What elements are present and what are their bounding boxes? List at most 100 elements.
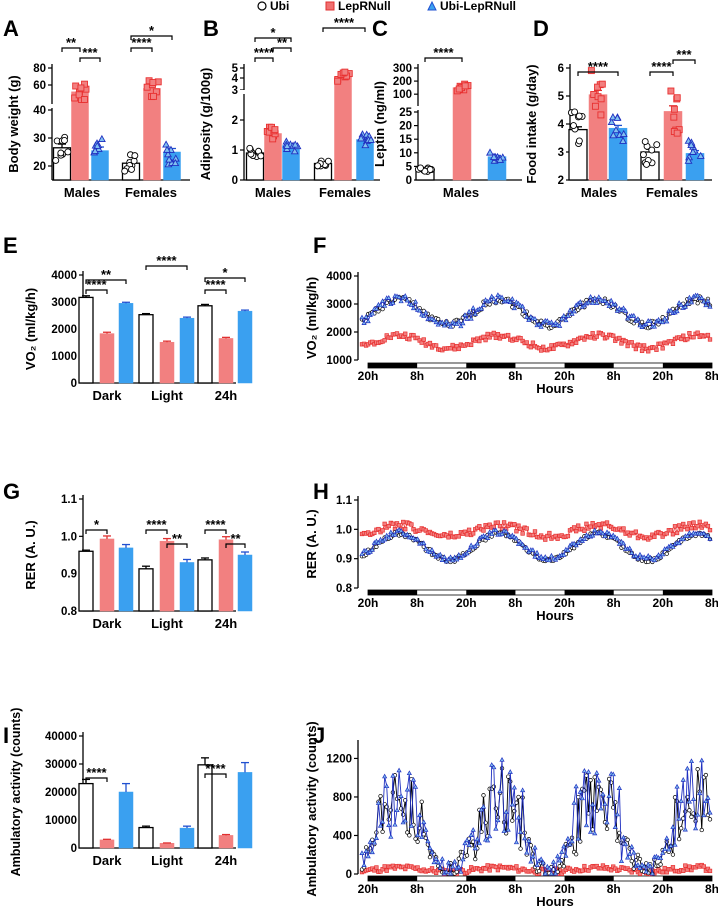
- series-point: [386, 822, 392, 828]
- series-point: [468, 342, 474, 348]
- series-point: [487, 297, 493, 303]
- series-point: [431, 551, 437, 556]
- series-point: [614, 811, 620, 817]
- series-point: [470, 827, 476, 832]
- series-point: [690, 796, 697, 801]
- series-point: [587, 829, 594, 834]
- axis-break: [238, 90, 384, 94]
- bar-leprnull-females: [663, 111, 683, 181]
- y-tick-label: 80: [33, 63, 46, 75]
- data-point: [455, 85, 463, 93]
- series-point: [530, 532, 536, 538]
- light-dark-bar: [367, 589, 713, 596]
- series-point: [415, 832, 421, 838]
- series-point: [359, 314, 365, 320]
- series-point: [478, 305, 485, 311]
- series-point: [538, 324, 544, 329]
- y-tick-label: 60: [33, 80, 46, 92]
- y-tick-label: 0: [71, 843, 77, 855]
- bar-leprnull-females: [334, 76, 352, 181]
- series-point: [458, 555, 464, 560]
- series-point: [359, 551, 365, 556]
- series-point: [419, 834, 425, 840]
- series-point: [542, 870, 548, 876]
- significance-bracket: [272, 47, 292, 52]
- series-point: [687, 331, 692, 336]
- series-point: [646, 559, 651, 565]
- series-point: [371, 839, 377, 845]
- series-point: [629, 843, 635, 849]
- series-point: [683, 809, 688, 814]
- data-point: [575, 112, 583, 120]
- series-point: [392, 821, 398, 827]
- series-point: [580, 868, 585, 873]
- series-point: [565, 313, 571, 318]
- series-point: [590, 300, 596, 305]
- series-point: [374, 865, 379, 870]
- series-point: [443, 869, 450, 874]
- data-point: [52, 156, 60, 164]
- significance-label: *: [94, 517, 100, 532]
- series-point: [664, 835, 670, 841]
- series-point: [664, 546, 670, 551]
- dark-phase: [662, 590, 712, 595]
- series-point: [594, 770, 600, 775]
- series-point: [598, 805, 604, 811]
- series-point: [701, 298, 707, 304]
- series-point: [575, 835, 581, 841]
- series-point: [707, 337, 713, 342]
- data-point: [570, 122, 577, 129]
- series-point: [431, 317, 437, 323]
- data-point: [97, 134, 106, 143]
- series-point: [468, 315, 474, 321]
- series-point: [396, 294, 402, 299]
- series-point: [456, 856, 461, 861]
- series-point: [680, 536, 686, 542]
- series-point: [684, 533, 690, 538]
- series-point: [501, 828, 507, 833]
- series-point: [466, 308, 472, 314]
- series-point: [670, 532, 676, 537]
- data-point: [571, 108, 579, 116]
- series-point: [547, 530, 552, 536]
- series-point: [466, 527, 472, 532]
- series-point: [689, 814, 694, 819]
- series-point: [633, 529, 639, 534]
- significance-bracket: [79, 57, 101, 62]
- series-point: [433, 343, 439, 348]
- data-point: [324, 157, 332, 165]
- series-point: [697, 790, 703, 796]
- significance-bracket: [322, 27, 366, 32]
- series-point: [359, 850, 365, 855]
- series-point: [398, 298, 404, 304]
- series-point: [688, 758, 695, 764]
- series-point: [639, 348, 645, 354]
- y-tick-label: 1000: [51, 351, 77, 363]
- series-point: [707, 303, 713, 309]
- series-point: [581, 767, 587, 773]
- y-tick-label: 100: [393, 89, 412, 101]
- series-point: [528, 345, 534, 350]
- series-point: [631, 849, 637, 855]
- dark-phase: [662, 363, 712, 368]
- series-point: [491, 784, 496, 789]
- bar-ubi-males: [568, 128, 588, 181]
- significance-bracket: [204, 289, 227, 294]
- series-point: [575, 540, 581, 545]
- series-point: [512, 522, 517, 527]
- data-point: [489, 152, 498, 160]
- data-point: [77, 84, 85, 92]
- series-point: [699, 295, 705, 300]
- data-point: [607, 117, 616, 126]
- series-point: [538, 553, 544, 559]
- series-point: [577, 536, 583, 541]
- y-tick-label: 10000: [45, 815, 77, 827]
- series-point: [592, 830, 598, 836]
- series-point: [563, 317, 569, 323]
- series-point: [382, 303, 388, 308]
- series-point: [483, 337, 488, 343]
- series-point: [517, 829, 524, 834]
- significance-label: ****: [131, 35, 152, 50]
- series-point: [639, 862, 645, 867]
